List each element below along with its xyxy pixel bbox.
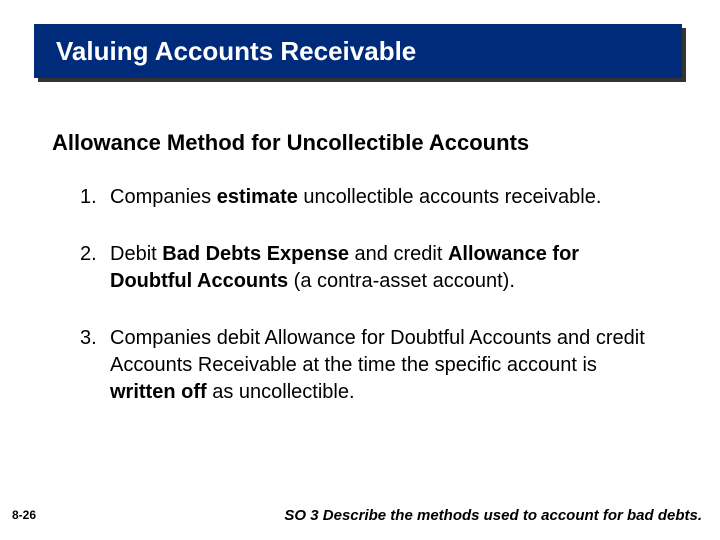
body-text: (a contra-asset account).	[288, 270, 515, 292]
emphasis-text: estimate	[217, 186, 298, 208]
slide-subtitle: Allowance Method for Uncollectible Accou…	[52, 130, 529, 156]
list-item-body: Debit Bad Debts Expense and credit Allow…	[110, 241, 646, 295]
emphasis-text: written off	[110, 381, 207, 403]
list-item-number: 2.	[80, 241, 110, 295]
emphasis-text: Bad Debts Expense	[162, 243, 349, 265]
numbered-list: 1.Companies estimate uncollectible accou…	[80, 184, 646, 436]
list-item: 1.Companies estimate uncollectible accou…	[80, 184, 646, 211]
list-item-body: Companies debit Allowance for Doubtful A…	[110, 325, 646, 406]
list-item-body: Companies estimate uncollectible account…	[110, 184, 646, 211]
list-item: 2.Debit Bad Debts Expense and credit All…	[80, 241, 646, 295]
title-banner: Valuing Accounts Receivable	[34, 24, 682, 78]
body-text: uncollectible accounts receivable.	[298, 186, 602, 208]
page-number: 8-26	[12, 508, 36, 522]
body-text: as uncollectible.	[207, 381, 355, 403]
slide-footer: SO 3 Describe the methods used to accoun…	[284, 507, 702, 524]
body-text: Debit	[110, 243, 162, 265]
body-text: Companies debit Allowance for Doubtful A…	[110, 327, 645, 376]
list-item: 3.Companies debit Allowance for Doubtful…	[80, 325, 646, 406]
list-item-number: 1.	[80, 184, 110, 211]
body-text: and credit	[349, 243, 448, 265]
slide-title: Valuing Accounts Receivable	[56, 36, 416, 67]
list-item-number: 3.	[80, 325, 110, 406]
body-text: Companies	[110, 186, 217, 208]
